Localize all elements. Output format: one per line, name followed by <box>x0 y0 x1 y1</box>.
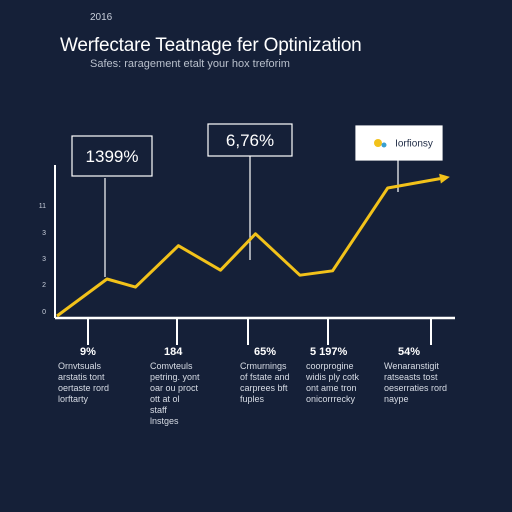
callout-frame <box>71 135 153 177</box>
y-tick-label: 11 <box>39 203 46 210</box>
x-category-description-line: fuples <box>240 394 265 404</box>
callout-frame <box>207 123 293 157</box>
x-category-description-line: ont ame tron <box>306 383 357 393</box>
x-category-description-line: of fstate and <box>240 372 290 382</box>
callout-frame <box>355 125 443 161</box>
x-category-value: 184 <box>164 346 183 358</box>
x-category-description-line: oar ou proct <box>150 383 199 393</box>
x-category-description-line: Ornvtsuals <box>58 361 102 371</box>
x-category-value: 5 197% <box>310 346 348 358</box>
x-category-description-line: Wenaranstigit <box>384 361 439 371</box>
x-category-description-line: Crmurnings <box>240 361 287 371</box>
x-category-value: 65% <box>254 346 277 358</box>
callout-value: Iorfionsy <box>395 139 433 150</box>
x-category-description-line: widis ply cotk <box>306 372 360 382</box>
x-category-description-line: petring. yont <box>150 372 200 382</box>
x-category-description-line: oeserraties rord <box>384 383 448 393</box>
callout-value: 1399% <box>86 147 139 166</box>
x-category-description-line: carprees bft <box>240 383 288 393</box>
x-category-description-line: arstatis tont <box>58 372 105 382</box>
x-category-description-line: oertaste rord <box>58 383 110 393</box>
series-arrowhead <box>439 173 450 184</box>
year-label: 2016 <box>90 12 113 23</box>
y-tick-label: 3 <box>42 230 46 237</box>
x-category-description-line: naype <box>384 394 409 404</box>
y-tick-label: 3 <box>42 256 46 263</box>
x-category-description-line: lnstges <box>150 416 179 426</box>
callout-box: 6,76% <box>207 123 293 157</box>
x-category-description-line: Comvteuls <box>150 361 193 371</box>
callout-box: Iorfionsy <box>355 125 443 161</box>
y-tick-label: 0 <box>42 309 46 316</box>
chart-title: Werfectare Teatnage fer Optinization <box>60 35 362 56</box>
logo-icon-dot <box>381 142 387 148</box>
x-category-label: 54% Wenaranstigit ratseasts tost oeserratie… <box>384 347 447 405</box>
x-category-label: 184 Comvteuls petring. yont oar ou proct ott… <box>150 347 200 427</box>
x-category-label: 9% Ornvtsuals arstatis tont oertaste rord lo… <box>58 347 109 405</box>
x-category-description-line: onicorrrecky <box>306 394 356 404</box>
x-category-value: 9% <box>80 346 96 358</box>
x-category-value: 54% <box>398 346 421 358</box>
x-category-description-line: lorftarty <box>58 394 89 404</box>
chart-subtitle: Safes: raragement etalt your hox trefori… <box>90 58 290 70</box>
x-category-description-line: staff <box>150 405 167 415</box>
x-category-description-line: ott at ol <box>150 394 180 404</box>
x-category-description-line: coorprogine <box>306 361 354 371</box>
x-category-label: 65% Crmurnings of fstate and carprees bft fu… <box>240 347 290 405</box>
x-category-label: 5 197% coorprogine widis ply cotk ont ame t… <box>306 347 359 405</box>
series-line <box>56 177 441 318</box>
logo-icon <box>374 139 382 147</box>
callout-value: 6,76% <box>226 131 274 150</box>
callout-box: 1399% <box>71 135 153 177</box>
x-category-description-line: ratseasts tost <box>384 372 438 382</box>
y-tick-label: 2 <box>42 282 46 289</box>
